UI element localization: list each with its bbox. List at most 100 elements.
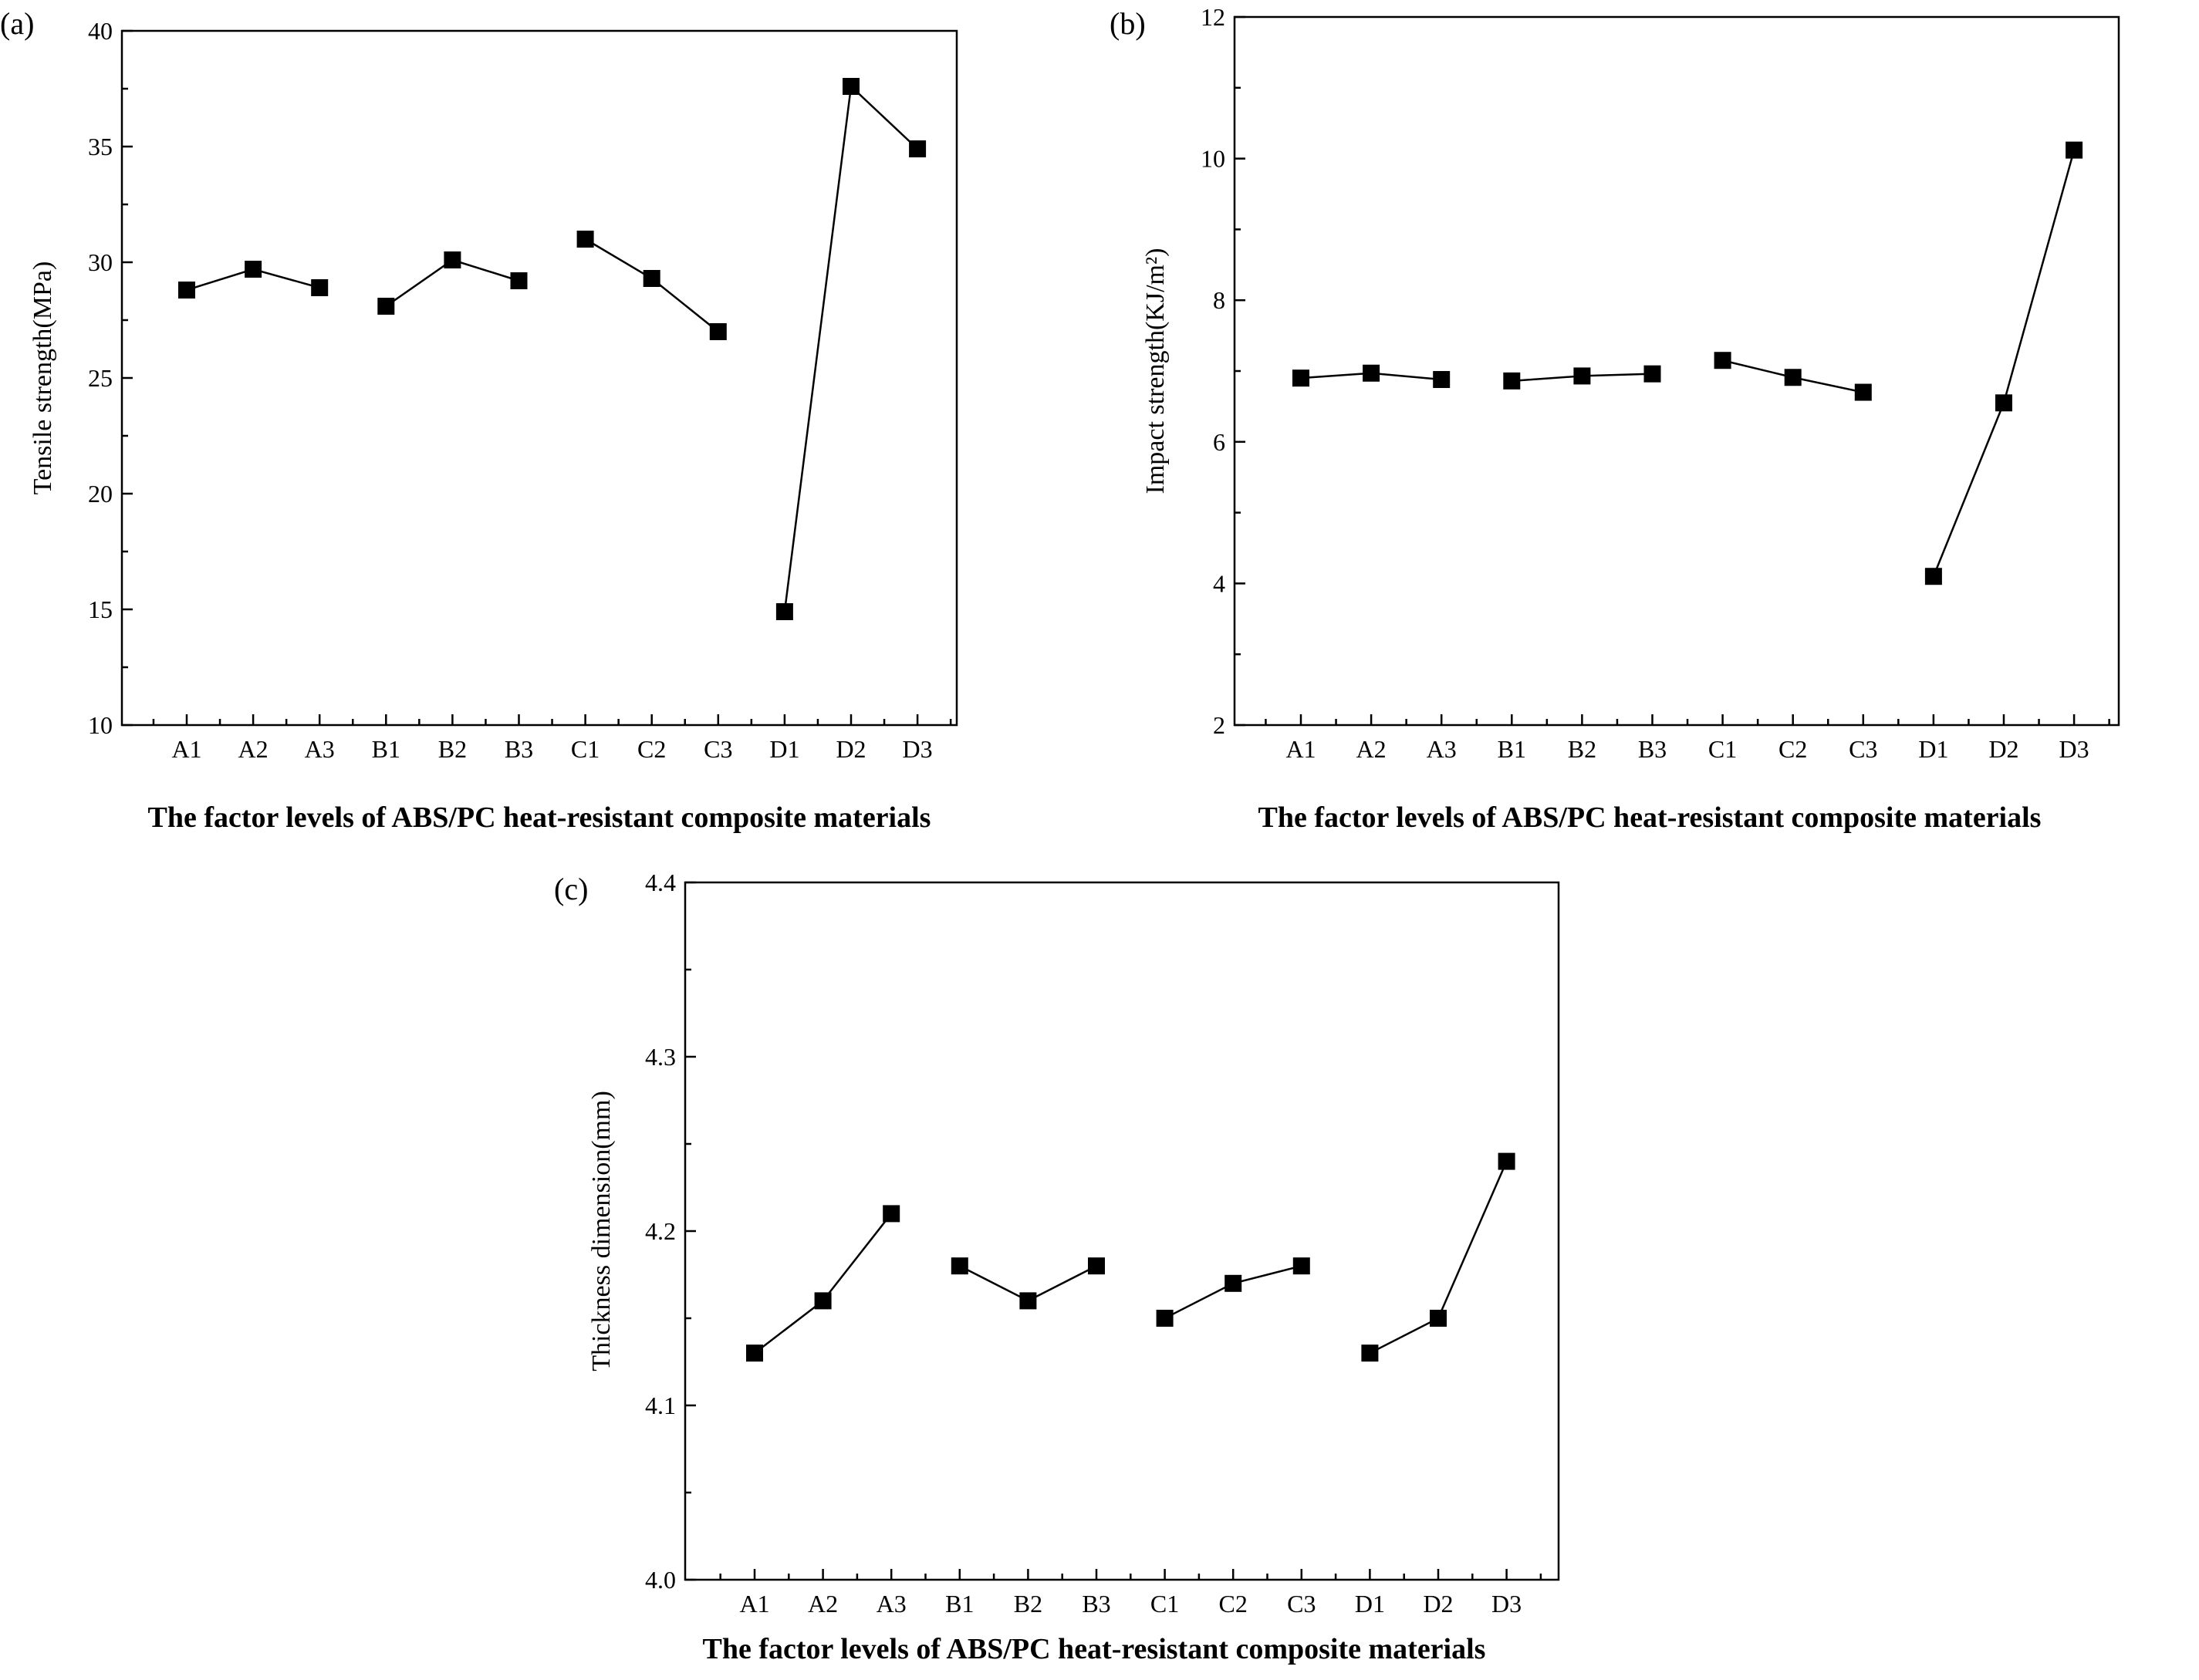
y-tick-label: 4.2 [645,1217,676,1245]
x-tick-label: A2 [1356,735,1387,763]
data-point-c3 [1854,383,1872,401]
data-point-d1 [775,603,793,620]
panel-b: (b) Impact strength(KJ/m²) The factor le… [1110,3,2120,834]
panel-a-label: (a) [0,6,34,41]
x-tick-label: B1 [1498,735,1526,763]
data-point-d2 [843,78,860,95]
series-line-c [1164,1264,1302,1320]
data-point-b3 [1088,1257,1105,1275]
y-tick-label: 2 [1213,711,1225,739]
panel-a-ticks: 10 15 20 25 30 35 40 A1 A2 A3 B1 B2 B3 C1 C2 C3 D1 D2 D3 [88,17,952,763]
series-line-d [783,84,918,612]
x-tick-label: D2 [1988,735,2018,763]
data-point-b2 [1573,367,1591,385]
data-point-b1 [951,1257,968,1275]
x-tick-label: C2 [1219,1590,1248,1618]
x-tick-label: B3 [505,735,533,763]
x-tick-label: A2 [808,1590,838,1618]
y-tick-label: 10 [1201,145,1225,173]
data-point-a3 [1433,371,1451,389]
panel-c-x-axis-label: The factor levels of ABS/PC heat-resista… [703,1633,1486,1665]
x-tick-label: B2 [438,735,467,763]
panel-a-series [178,78,927,620]
y-tick-label: 40 [88,17,113,45]
x-tick-label: A1 [739,1590,769,1618]
panel-a-plot-frame [120,29,958,727]
panel-a: (a) Tensile strength(MPa) The factor lev… [0,6,958,834]
data-point-c1 [1714,352,1731,369]
y-tick-label: 6 [1213,428,1225,456]
data-point-d3 [2066,141,2083,159]
x-tick-label: C3 [1849,735,1877,763]
y-tick-label: 8 [1213,286,1225,314]
x-tick-label: D1 [1918,735,1948,763]
x-tick-label: B3 [1638,735,1667,763]
x-tick-label: D1 [1355,1590,1385,1618]
x-tick-label: D3 [903,735,933,763]
y-tick-label: 15 [88,595,113,623]
panel-b-label: (b) [1110,6,1146,41]
x-tick-label: A2 [238,735,269,763]
y-tick-label: 35 [88,133,113,160]
data-point-d1 [1924,568,1942,585]
x-tick-label: D3 [2059,735,2089,763]
x-tick-label: C3 [1287,1590,1316,1618]
data-point-c3 [709,323,727,340]
y-tick-label: 12 [1201,3,1225,31]
panel-c-ticks: 4.0 4.1 4.2 4.3 4.4 A1 A2 A3 B1 B2 B3 C1 C2 C3 D1 D2 D3 [645,869,1542,1618]
data-point-a2 [1363,364,1380,382]
x-tick-label: A1 [1285,735,1316,763]
x-tick-label: D2 [836,735,866,763]
data-point-c1 [1156,1310,1174,1327]
panel-a-y-axis-label: Tensile strength(MPa) [29,261,57,495]
y-tick-label: 4.1 [645,1392,676,1419]
data-point-d2 [1430,1310,1447,1327]
x-tick-label: A3 [1427,735,1457,763]
data-point-c2 [643,270,660,287]
panel-c-series [746,1152,1515,1362]
panel-b-series [1292,141,2083,585]
x-tick-label: C1 [1708,735,1737,763]
x-tick-label: A3 [305,735,335,763]
panel-b-x-axis-label: The factor levels of ABS/PC heat-resista… [1258,801,2042,834]
x-tick-label: B1 [945,1590,974,1618]
x-tick-label: B1 [372,735,400,763]
data-point-a1 [1292,369,1309,387]
data-point-a3 [883,1205,900,1223]
x-tick-label: C1 [1150,1590,1179,1618]
x-tick-label: C2 [637,735,666,763]
data-point-c2 [1224,1274,1242,1292]
y-tick-label: 4.0 [645,1566,676,1594]
x-tick-label: B3 [1082,1590,1110,1618]
x-tick-label: C2 [1778,735,1807,763]
panel-c-y-axis-label: Thickness dimension(mm) [587,1091,616,1371]
data-point-a2 [814,1292,832,1310]
data-point-d2 [1995,394,2012,412]
data-point-a1 [178,282,195,299]
panel-c: (c) Thickness dimension(mm) The factor l… [554,869,1560,1665]
x-tick-label: D1 [769,735,799,763]
data-point-b3 [510,272,528,289]
data-point-a1 [746,1344,763,1362]
panel-c-plot-frame [684,881,1560,1581]
x-tick-label: A3 [877,1590,907,1618]
data-point-b3 [1643,365,1661,383]
y-tick-label: 25 [88,364,113,392]
data-point-d1 [1361,1344,1379,1362]
panel-c-label: (c) [554,872,588,906]
data-point-a3 [311,279,329,296]
y-tick-label: 4 [1213,569,1225,597]
x-tick-label: D2 [1423,1590,1453,1618]
y-tick-label: 20 [88,480,113,508]
data-point-d3 [1498,1152,1515,1170]
data-point-b2 [1019,1292,1037,1310]
data-point-b1 [1503,372,1521,390]
x-tick-label: B2 [1568,735,1596,763]
y-tick-label: 4.3 [645,1043,676,1071]
x-tick-label: D3 [1491,1590,1522,1618]
data-point-d3 [909,140,927,157]
panel-b-ticks: 2 4 6 8 10 12 A1 A2 A3 B1 B2 B3 C1 C2 C3 D1 D2 D3 [1201,3,2110,763]
x-tick-label: A1 [171,735,201,763]
data-point-c3 [1292,1257,1310,1275]
